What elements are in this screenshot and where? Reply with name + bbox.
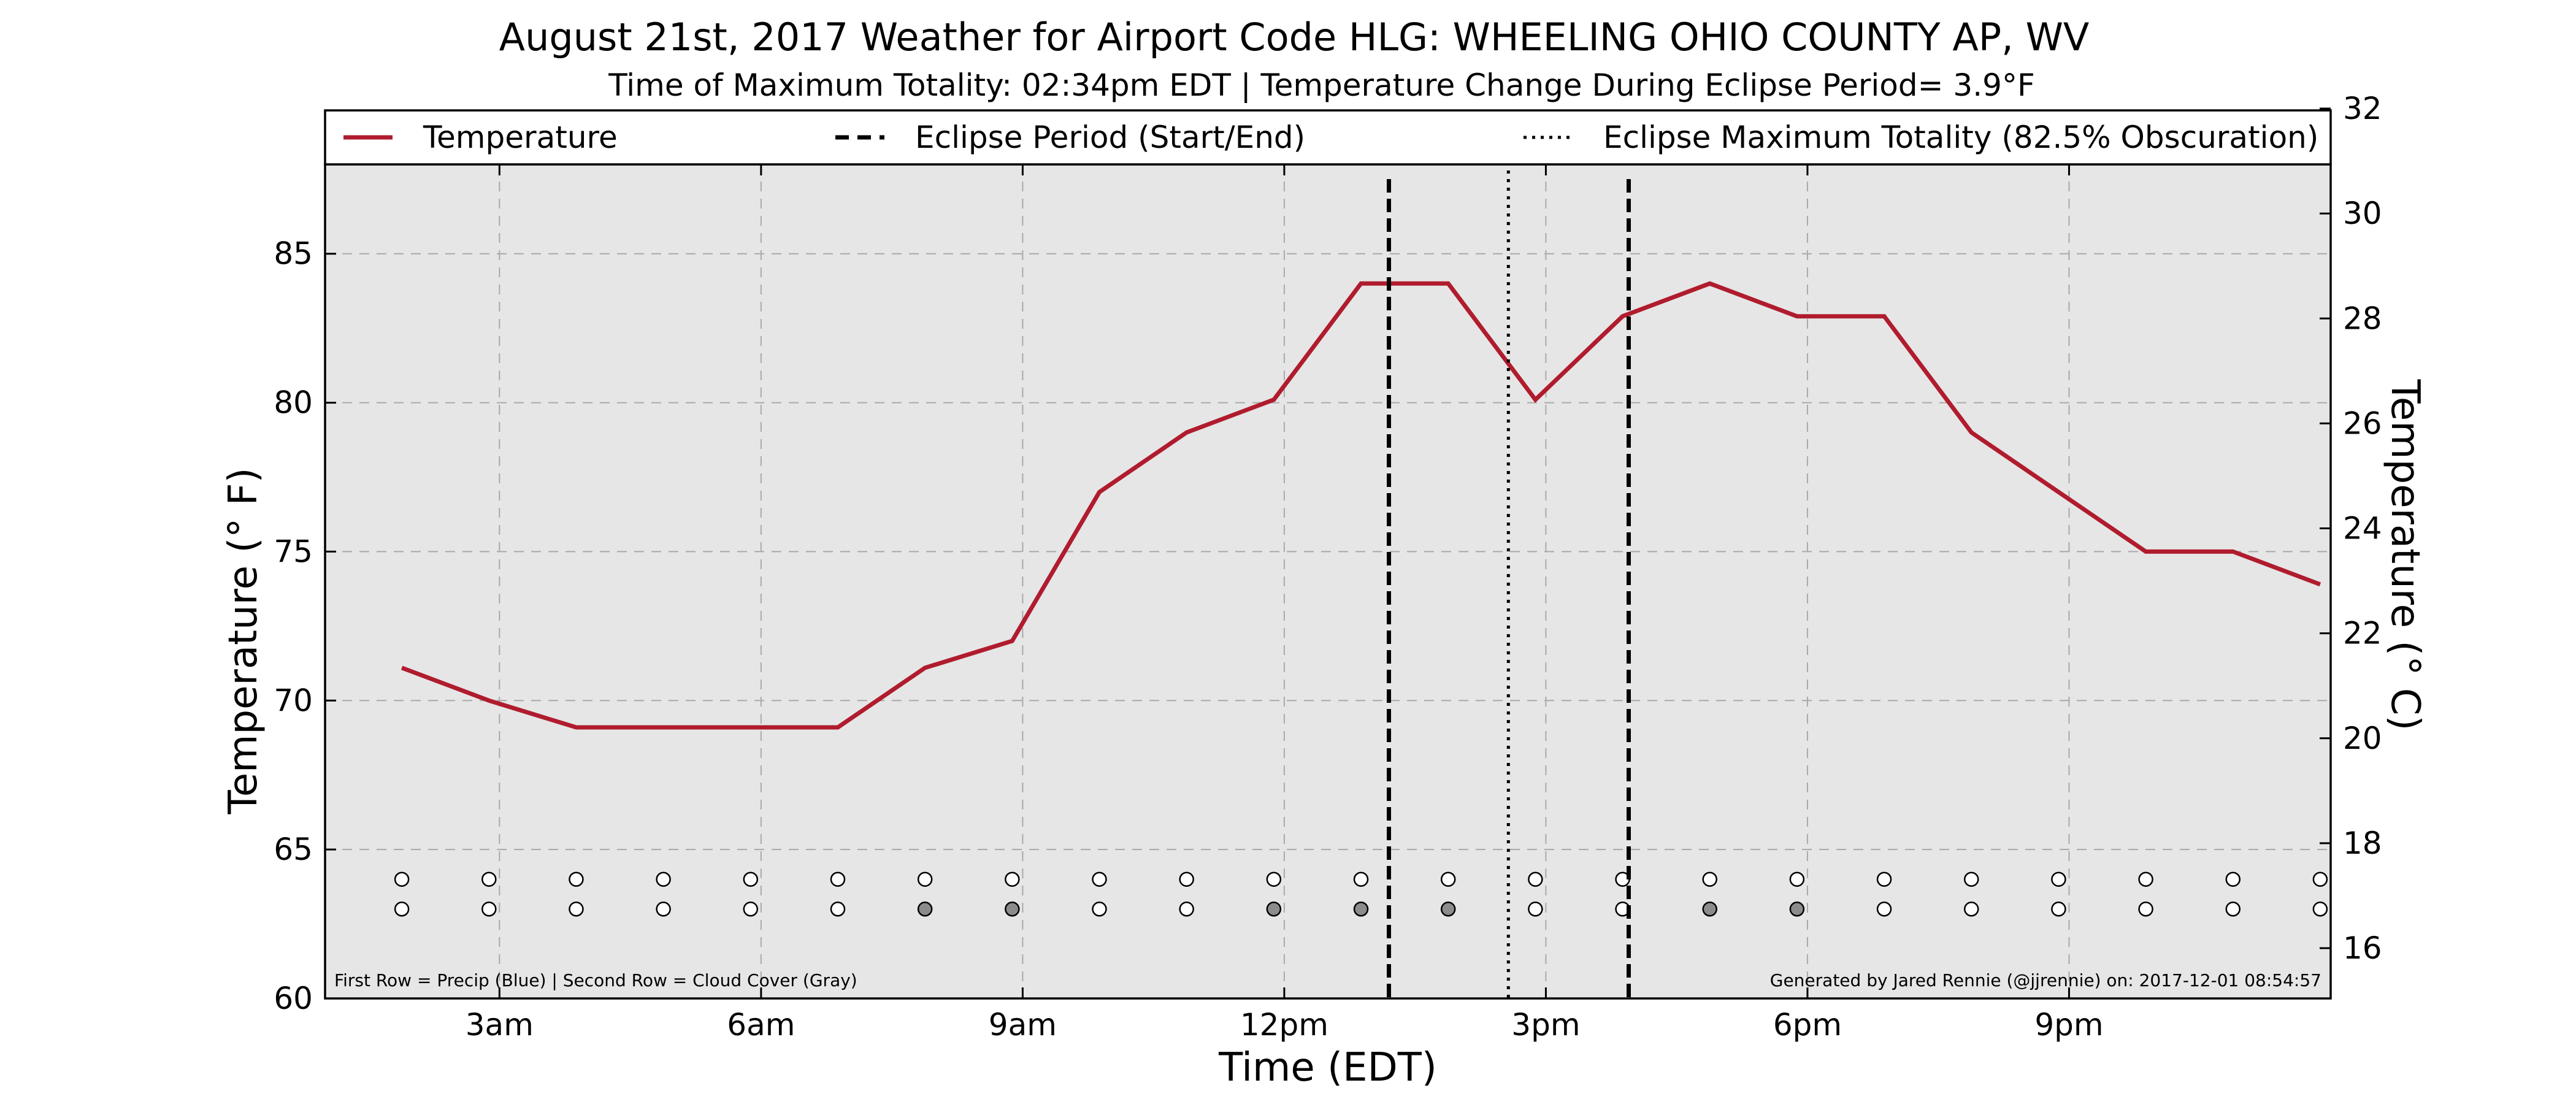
precip-indicator-point xyxy=(1266,871,1282,887)
cloud-cover-indicator-point xyxy=(743,902,759,917)
cloud-cover-indicator-point xyxy=(1702,902,1717,917)
y-right-tick-label: 18 xyxy=(2343,825,2382,861)
cloud-cover-indicator-point xyxy=(1005,902,1020,917)
footnote-right: Generated by Jared Rennie (@jjrennie) on… xyxy=(1770,970,2321,990)
precip-indicator-point xyxy=(1702,871,1717,887)
cloud-cover-indicator-point xyxy=(1963,902,1979,917)
y-tick-label: 80 xyxy=(274,385,313,421)
legend-eclipse-period-label: Eclipse Period (Start/End) xyxy=(915,120,1305,155)
precip-indicator-point xyxy=(569,871,584,887)
precip-indicator-point xyxy=(1963,871,1979,887)
x-tick-label: 3pm xyxy=(1511,1007,1580,1043)
x-tick-label: 6am xyxy=(727,1007,795,1043)
cloud-cover-indicator-point xyxy=(1440,902,1456,917)
x-tick-label: 6pm xyxy=(1773,1007,1842,1043)
cloud-cover-indicator-point xyxy=(656,902,671,917)
cloud-cover-indicator-point xyxy=(830,902,846,917)
y-tick-label: 60 xyxy=(274,981,313,1016)
precip-indicator-point xyxy=(1789,871,1805,887)
legend: Temperature Eclipse Period (Start/End) Ecl… xyxy=(324,109,2332,166)
x-tick-label: 12pm xyxy=(1240,1007,1328,1043)
cloud-cover-indicator-point xyxy=(1179,902,1194,917)
plot-background xyxy=(325,164,2331,998)
y-right-tick-label: 28 xyxy=(2343,301,2382,336)
precip-indicator-point xyxy=(656,871,671,887)
cloud-cover-indicator-point xyxy=(917,902,933,917)
legend-temperature-label: Temperature xyxy=(423,120,618,155)
precip-indicator-point xyxy=(2138,871,2153,887)
x-tick-label: 9pm xyxy=(2034,1007,2103,1043)
precip-indicator-point xyxy=(1440,871,1456,887)
y-right-tick-label: 32 xyxy=(2343,91,2382,126)
chart-subtitle: Time of Maximum Totality: 02:34pm EDT | … xyxy=(608,67,2034,103)
plot-area: 3am 6am 9am 12pm 3pm 6pm 9pm 60 65 70 75 80 85 16 18 20… xyxy=(274,91,2382,1043)
cloud-cover-indicator-point xyxy=(2051,902,2066,917)
y-right-tick-label: 20 xyxy=(2343,721,2382,756)
y-right-tick-label: 30 xyxy=(2343,196,2382,231)
cloud-cover-indicator-point xyxy=(1266,902,1282,917)
x-tick-label: 9am xyxy=(989,1007,1057,1043)
x-tick-label: 3am xyxy=(466,1007,534,1043)
y-tick-label: 65 xyxy=(274,832,313,867)
precip-indicator-point xyxy=(2051,871,2066,887)
y-tick-label: 75 xyxy=(274,534,313,569)
cloud-cover-indicator-point xyxy=(1092,902,1107,917)
cloud-cover-indicator-point xyxy=(2225,902,2241,917)
cloud-cover-indicator-point xyxy=(2138,902,2153,917)
cloud-cover-indicator-point xyxy=(1528,902,1543,917)
precip-indicator-point xyxy=(1005,871,1020,887)
x-axis-label: Time (EDT) xyxy=(1218,1045,1437,1090)
precip-indicator-point xyxy=(1528,871,1543,887)
precip-indicator-point xyxy=(1179,871,1194,887)
y-right-tick-label: 26 xyxy=(2343,405,2382,441)
y-axis-label-right: Temperature (° C) xyxy=(2382,379,2428,731)
precip-indicator-point xyxy=(394,871,410,887)
cloud-cover-indicator-point xyxy=(394,902,410,917)
cloud-cover-indicator-point xyxy=(1353,902,1369,917)
y-tick-label: 85 xyxy=(274,236,313,272)
chart-title: August 21st, 2017 Weather for Airport Co… xyxy=(499,15,2090,59)
precip-indicator-point xyxy=(743,871,759,887)
y-right-tick-label: 16 xyxy=(2343,930,2382,966)
cloud-cover-indicator-point xyxy=(1876,902,1892,917)
y-tick-label: 70 xyxy=(274,683,313,718)
precip-indicator-point xyxy=(917,871,933,887)
legend-box xyxy=(324,109,2332,166)
footnote-left: First Row = Precip (Blue) | Second Row =… xyxy=(334,970,857,990)
precip-indicator-point xyxy=(1092,871,1107,887)
y-right-tick-label: 22 xyxy=(2343,616,2382,651)
cloud-cover-indicator-point xyxy=(569,902,584,917)
cloud-cover-indicator-point xyxy=(2312,902,2328,917)
y-right-tick-label: 24 xyxy=(2343,511,2382,546)
y-axis-label-left: Temperature (° F) xyxy=(221,468,266,815)
temperature-series-line xyxy=(401,281,2321,730)
cloud-cover-indicator-point xyxy=(1789,902,1805,917)
precip-indicator-point xyxy=(1353,871,1369,887)
precip-indicator-point xyxy=(481,871,497,887)
precip-indicator-point xyxy=(830,871,846,887)
precip-indicator-point xyxy=(2225,871,2241,887)
precip-indicator-point xyxy=(2312,871,2328,887)
precip-indicator-point xyxy=(1876,871,1892,887)
cloud-cover-indicator-point xyxy=(481,902,497,917)
legend-eclipse-max-label: Eclipse Maximum Totality (82.5% Obscurat… xyxy=(1603,120,2318,155)
